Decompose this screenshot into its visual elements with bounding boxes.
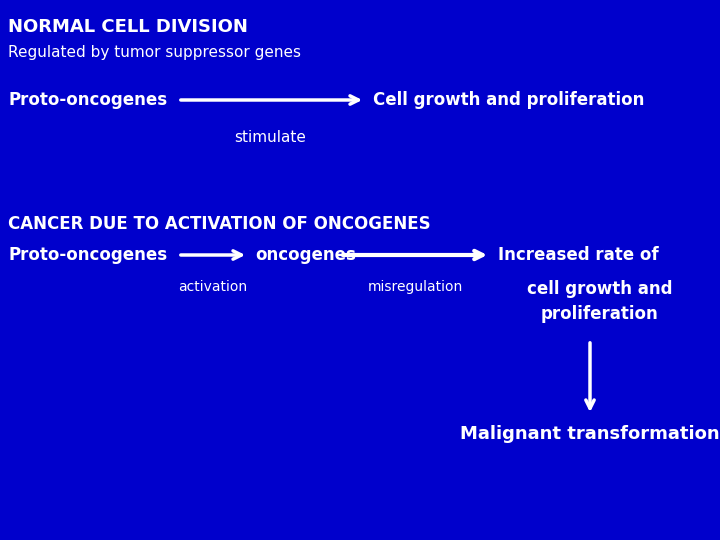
Text: Malignant transformation: Malignant transformation	[460, 425, 720, 443]
Text: Proto-oncogenes: Proto-oncogenes	[8, 91, 167, 109]
Text: oncogenes: oncogenes	[255, 246, 356, 264]
Text: misregulation: misregulation	[367, 280, 463, 294]
Text: Increased rate of: Increased rate of	[498, 246, 659, 264]
Text: activation: activation	[179, 280, 248, 294]
Text: cell growth and: cell growth and	[527, 280, 672, 298]
Text: Proto-oncogenes: Proto-oncogenes	[8, 246, 167, 264]
Text: proliferation: proliferation	[541, 305, 659, 323]
Text: Regulated by tumor suppressor genes: Regulated by tumor suppressor genes	[8, 45, 301, 60]
Text: stimulate: stimulate	[234, 130, 306, 145]
Text: NORMAL CELL DIVISION: NORMAL CELL DIVISION	[8, 18, 248, 36]
Text: Cell growth and proliferation: Cell growth and proliferation	[373, 91, 644, 109]
Text: CANCER DUE TO ACTIVATION OF ONCOGENES: CANCER DUE TO ACTIVATION OF ONCOGENES	[8, 215, 431, 233]
